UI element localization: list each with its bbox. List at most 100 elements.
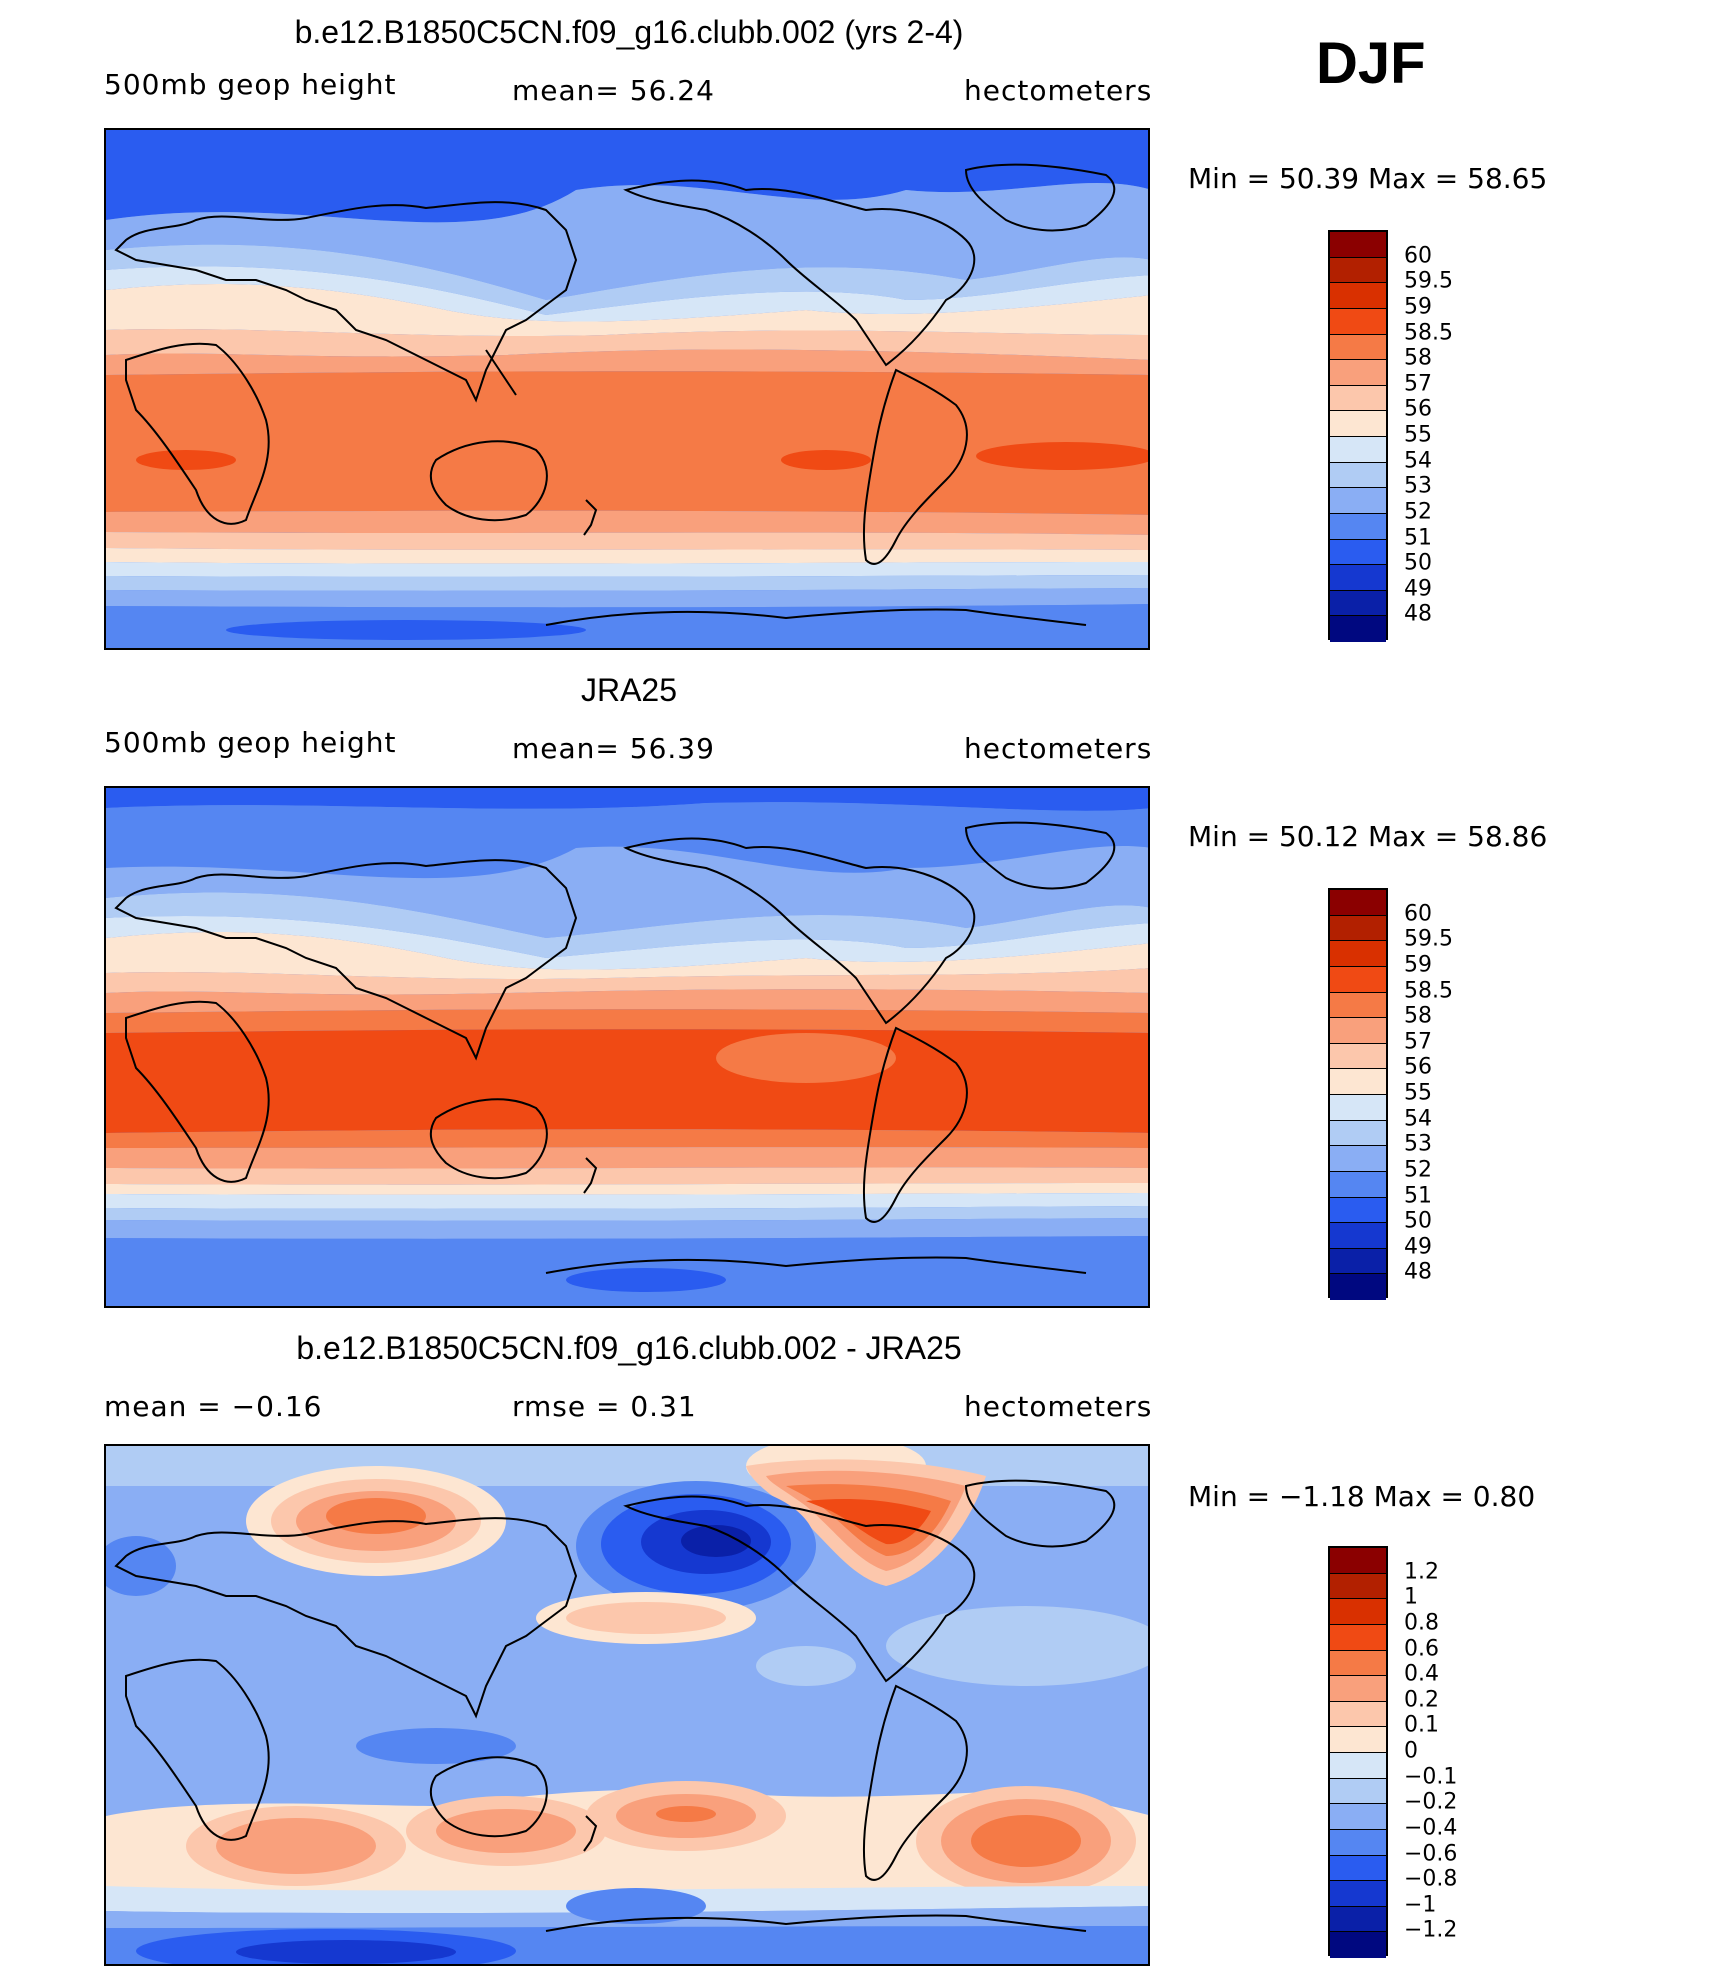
colorbar-label: 53: [1404, 1131, 1432, 1157]
colorbar-swatch: [1330, 1069, 1386, 1095]
colorbar-label: 54: [1404, 1106, 1432, 1132]
colorbar-label: 0: [1404, 1738, 1418, 1764]
colorbar-swatch: [1330, 257, 1386, 284]
colorbar-swatch: [1330, 1248, 1386, 1275]
colorbar-label: −1.2: [1404, 1917, 1458, 1943]
panel2-colorbar-swatches: [1328, 888, 1388, 1300]
panel2-map: [104, 786, 1150, 1308]
colorbar-swatch: [1330, 941, 1386, 967]
colorbar-swatch: [1330, 915, 1386, 942]
panel3-minmax: Min = −1.18 Max = 0.80: [1188, 1480, 1536, 1513]
colorbar-label: 52: [1404, 1157, 1432, 1183]
colorbar-label: 50: [1404, 1208, 1432, 1234]
colorbar-swatch: [1330, 590, 1386, 617]
colorbar-label: 49: [1404, 576, 1432, 602]
panel3-coastlines: [114, 1479, 1116, 1932]
panel3-mean-label: mean = −0.16: [104, 1390, 323, 1423]
colorbar-label: 53: [1404, 473, 1432, 499]
colorbar-label: 0.8: [1404, 1610, 1439, 1636]
colorbar-swatch: [1330, 1881, 1386, 1907]
colorbar-label: 0.1: [1404, 1712, 1439, 1738]
colorbar-label: 49: [1404, 1234, 1432, 1260]
colorbar-swatch: [1330, 462, 1386, 489]
colorbar-swatch: [1330, 616, 1386, 642]
colorbar-swatch: [1330, 1274, 1386, 1300]
colorbar-swatch: [1330, 1829, 1386, 1856]
colorbar-label: 0.6: [1404, 1636, 1439, 1661]
colorbar-swatch: [1330, 1573, 1386, 1600]
colorbar-swatch: [1330, 1120, 1386, 1147]
panel1-colorbar-swatches: [1328, 230, 1388, 642]
colorbar-label: 59: [1404, 294, 1432, 320]
colorbar-swatch: [1330, 1906, 1386, 1933]
colorbar-swatch: [1330, 1676, 1386, 1702]
panel1-map: [104, 128, 1150, 650]
colorbar-swatch: [1330, 334, 1386, 361]
panel2-units-label: hectometers: [964, 732, 1153, 765]
panel2-contour-field: [106, 788, 1148, 1306]
colorbar-swatch: [1330, 1599, 1386, 1625]
colorbar-swatch: [1330, 385, 1386, 412]
colorbar-swatch: [1330, 1171, 1386, 1198]
colorbar-swatch: [1330, 1701, 1386, 1728]
colorbar-swatch: [1330, 437, 1386, 463]
colorbar-label: 59: [1404, 952, 1432, 978]
panel2-left-label: 500mb geop height: [104, 726, 397, 759]
colorbar-label: 55: [1404, 422, 1432, 448]
colorbar-label: 54: [1404, 448, 1432, 474]
colorbar-label: 48: [1404, 601, 1432, 627]
colorbar-swatch: [1330, 1804, 1386, 1830]
colorbar-swatch: [1330, 1855, 1386, 1882]
panel3-rmse-label: rmse = 0.31: [512, 1390, 697, 1423]
colorbar-label: 58.5: [1404, 978, 1453, 1003]
panel3-map: [104, 1444, 1150, 1966]
colorbar-label: 57: [1404, 371, 1432, 397]
panel1-title: b.e12.B1850C5CN.f09_g16.clubb.002 (yrs 2…: [294, 14, 964, 50]
colorbar-swatch: [1330, 513, 1386, 540]
colorbar-label: −0.6: [1404, 1841, 1458, 1866]
colorbar-label: −0.4: [1404, 1815, 1458, 1841]
colorbar-label: 56: [1404, 1054, 1432, 1080]
panel3-units-label: hectometers: [964, 1390, 1153, 1423]
colorbar-swatch: [1330, 1095, 1386, 1121]
colorbar-label: 56: [1404, 396, 1432, 422]
colorbar-label: 58.5: [1404, 320, 1453, 345]
colorbar-swatch: [1330, 1197, 1386, 1224]
panel2-minmax: Min = 50.12 Max = 58.86: [1188, 820, 1548, 853]
colorbar-swatch: [1330, 1146, 1386, 1172]
colorbar-label: 58: [1404, 1003, 1432, 1029]
colorbar-label: 51: [1404, 1183, 1432, 1208]
panel2-title: JRA25: [580, 672, 678, 708]
colorbar-swatch: [1330, 992, 1386, 1019]
colorbar-label: 0.4: [1404, 1661, 1439, 1687]
colorbar-swatch: [1330, 1778, 1386, 1805]
colorbar-swatch: [1330, 360, 1386, 386]
colorbar-swatch: [1330, 308, 1386, 335]
colorbar-label: −0.1: [1404, 1764, 1458, 1790]
colorbar-swatch: [1330, 1018, 1386, 1044]
colorbar-swatch: [1330, 1624, 1386, 1651]
colorbar-swatch: [1330, 1223, 1386, 1249]
panel3-contour-field: [106, 1446, 1148, 1964]
colorbar-label: 59.5: [1404, 268, 1453, 294]
colorbar-label: 57: [1404, 1029, 1432, 1055]
panel3-title: b.e12.B1850C5CN.f09_g16.clubb.002 - JRA2…: [296, 1330, 962, 1366]
season-label: DJF: [1316, 31, 1426, 96]
colorbar-label: 60: [1404, 243, 1432, 269]
panel1-minmax: Min = 50.39 Max = 58.65: [1188, 162, 1548, 195]
panel2-coastlines: [114, 821, 1116, 1274]
panel2-mean-label: mean= 56.39: [512, 732, 715, 765]
panel1-contour-field: [106, 130, 1148, 648]
colorbar-label: 55: [1404, 1080, 1432, 1106]
colorbar-swatch: [1330, 565, 1386, 591]
colorbar-swatch: [1330, 890, 1386, 916]
colorbar-label: 1: [1404, 1584, 1418, 1610]
colorbar-swatch: [1330, 488, 1386, 514]
colorbar-label: −0.2: [1404, 1789, 1458, 1815]
colorbar-label: 59.5: [1404, 926, 1453, 952]
colorbar-swatch: [1330, 232, 1386, 258]
colorbar-label: −1: [1404, 1892, 1437, 1918]
colorbar-label: 48: [1404, 1259, 1432, 1285]
panel1-coastlines: [114, 163, 1116, 626]
panel1-mean-label: mean= 56.24: [512, 74, 715, 107]
